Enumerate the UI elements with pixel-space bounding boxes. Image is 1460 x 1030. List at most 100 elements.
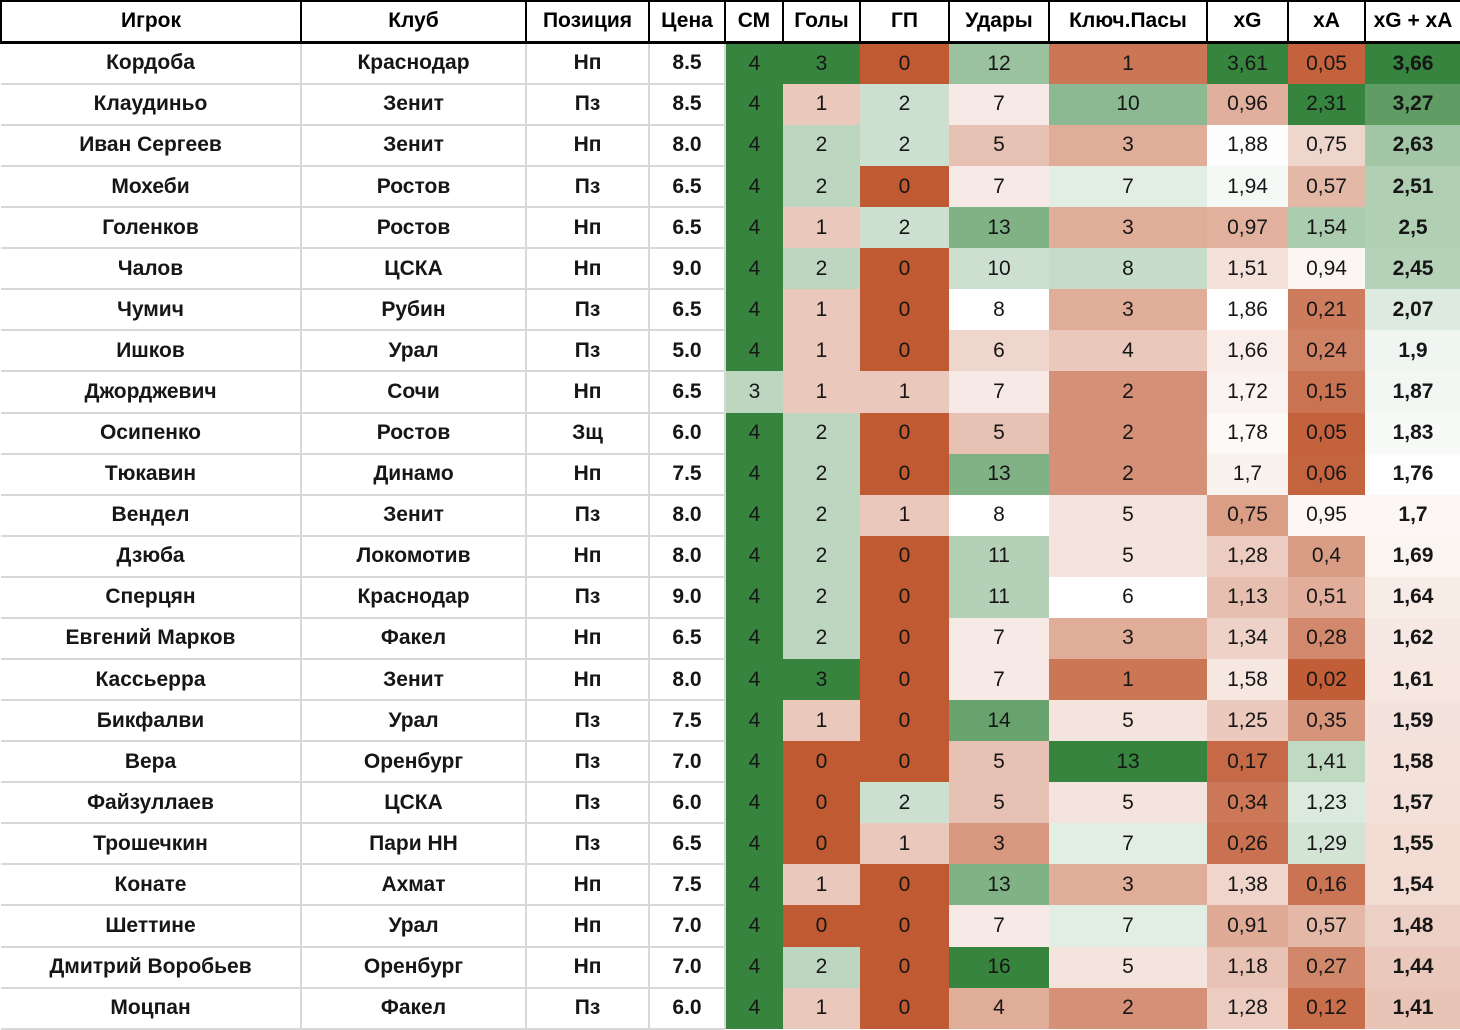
cell-goals[interactable]: 2 — [783, 453, 860, 495]
cell-club[interactable]: Факел — [301, 617, 527, 660]
cell-xg[interactable]: 1,34 — [1207, 617, 1288, 659]
cell-shots[interactable]: 5 — [949, 124, 1049, 167]
cell-goals[interactable]: 1 — [783, 700, 860, 742]
cell-price[interactable]: 7.5 — [649, 864, 726, 907]
cell-key_passes[interactable]: 5 — [1049, 946, 1207, 988]
cell-club[interactable]: Факел — [301, 987, 527, 1030]
cell-position[interactable]: Пз — [526, 494, 650, 537]
cell-position[interactable]: Пз — [526, 166, 650, 209]
cell-position[interactable]: Пз — [526, 330, 650, 373]
cell-key_passes[interactable]: 1 — [1049, 658, 1207, 701]
cell-club[interactable]: Ростов — [301, 412, 527, 455]
cell-price[interactable]: 6.5 — [649, 289, 726, 332]
cell-gp[interactable]: 0 — [860, 412, 949, 454]
cell-gp[interactable]: 2 — [860, 207, 949, 249]
cell-xg_xa[interactable]: 2,07 — [1365, 289, 1460, 331]
cell-player[interactable]: Бикфалви — [1, 700, 302, 743]
cell-sm[interactable]: 4 — [725, 453, 783, 495]
cell-xa[interactable]: 0,05 — [1288, 412, 1365, 454]
cell-price[interactable]: 8.5 — [649, 42, 726, 85]
cell-gp[interactable]: 0 — [860, 289, 949, 331]
cell-club[interactable]: Ахмат — [301, 864, 527, 907]
cell-xa[interactable]: 1,23 — [1288, 782, 1365, 824]
cell-position[interactable]: Пз — [526, 576, 650, 619]
cell-xa[interactable]: 0,95 — [1288, 494, 1365, 536]
cell-shots[interactable]: 5 — [949, 741, 1049, 783]
cell-position[interactable]: Нп — [526, 535, 650, 578]
cell-goals[interactable]: 2 — [783, 535, 860, 577]
cell-key_passes[interactable]: 3 — [1049, 289, 1207, 331]
cell-sm[interactable]: 3 — [725, 371, 783, 413]
cell-player[interactable]: Файзуллаев — [1, 782, 302, 825]
cell-shots[interactable]: 12 — [949, 42, 1049, 84]
cell-xa[interactable]: 0,94 — [1288, 248, 1365, 290]
cell-sm[interactable]: 4 — [725, 864, 783, 906]
cell-shots[interactable]: 7 — [949, 371, 1049, 413]
cell-position[interactable]: Пз — [526, 823, 650, 866]
cell-xg[interactable]: 3,61 — [1207, 42, 1288, 84]
cell-key_passes[interactable]: 2 — [1049, 412, 1207, 454]
cell-xg[interactable]: 0,97 — [1207, 207, 1288, 249]
cell-gp[interactable]: 0 — [860, 166, 949, 208]
cell-club[interactable]: Краснодар — [301, 576, 527, 619]
cell-position[interactable]: Нп — [526, 946, 650, 989]
cell-key_passes[interactable]: 2 — [1049, 453, 1207, 495]
cell-sm[interactable]: 4 — [725, 782, 783, 824]
cell-position[interactable]: Нп — [526, 371, 650, 414]
cell-sm[interactable]: 4 — [725, 83, 783, 125]
cell-key_passes[interactable]: 3 — [1049, 864, 1207, 906]
cell-club[interactable]: Урал — [301, 330, 527, 373]
cell-key_passes[interactable]: 5 — [1049, 535, 1207, 577]
cell-sm[interactable]: 4 — [725, 248, 783, 290]
cell-xg_xa[interactable]: 1,41 — [1365, 987, 1460, 1029]
cell-position[interactable]: Пз — [526, 987, 650, 1030]
cell-sm[interactable]: 4 — [725, 124, 783, 167]
cell-shots[interactable]: 7 — [949, 617, 1049, 659]
cell-shots[interactable]: 7 — [949, 83, 1049, 125]
cell-gp[interactable]: 2 — [860, 124, 949, 167]
cell-position[interactable]: Нп — [526, 42, 650, 85]
cell-player[interactable]: Джорджевич — [1, 371, 302, 414]
cell-position[interactable]: Нп — [526, 905, 650, 948]
cell-player[interactable]: Чумич — [1, 289, 302, 332]
cell-club[interactable]: Урал — [301, 905, 527, 948]
header-price[interactable]: Цена — [648, 0, 726, 44]
cell-xa[interactable]: 0,51 — [1288, 576, 1365, 618]
cell-key_passes[interactable]: 5 — [1049, 494, 1207, 536]
cell-xg_xa[interactable]: 1,64 — [1365, 576, 1460, 618]
cell-player[interactable]: Тюкавин — [1, 453, 302, 496]
cell-goals[interactable]: 2 — [783, 124, 860, 167]
cell-shots[interactable]: 11 — [949, 576, 1049, 618]
cell-goals[interactable]: 1 — [783, 289, 860, 331]
cell-xg_xa[interactable]: 1,83 — [1365, 412, 1460, 454]
cell-xg_xa[interactable]: 2,5 — [1365, 207, 1460, 249]
cell-shots[interactable]: 7 — [949, 905, 1049, 947]
cell-xa[interactable]: 0,27 — [1288, 946, 1365, 988]
cell-club[interactable]: Зенит — [301, 83, 527, 126]
cell-shots[interactable]: 8 — [949, 289, 1049, 331]
cell-xa[interactable]: 0,21 — [1288, 289, 1365, 331]
cell-gp[interactable]: 0 — [860, 741, 949, 783]
cell-sm[interactable]: 4 — [725, 576, 783, 618]
cell-xa[interactable]: 0,02 — [1288, 658, 1365, 701]
cell-gp[interactable]: 0 — [860, 248, 949, 290]
cell-player[interactable]: Дзюба — [1, 535, 302, 578]
cell-shots[interactable]: 5 — [949, 782, 1049, 824]
cell-xg_xa[interactable]: 1,69 — [1365, 535, 1460, 577]
cell-gp[interactable]: 2 — [860, 782, 949, 824]
cell-position[interactable]: Нп — [526, 124, 650, 168]
cell-xg_xa[interactable]: 1,59 — [1365, 700, 1460, 742]
cell-position[interactable]: Нп — [526, 864, 650, 907]
cell-player[interactable]: Сперцян — [1, 576, 302, 619]
cell-price[interactable]: 9.0 — [649, 576, 726, 619]
cell-price[interactable]: 7.5 — [649, 700, 726, 743]
cell-key_passes[interactable]: 6 — [1049, 576, 1207, 618]
cell-gp[interactable]: 1 — [860, 371, 949, 413]
cell-goals[interactable]: 3 — [783, 42, 860, 84]
cell-shots[interactable]: 8 — [949, 494, 1049, 536]
cell-gp[interactable]: 0 — [860, 658, 949, 701]
cell-sm[interactable]: 4 — [725, 42, 783, 84]
cell-goals[interactable]: 0 — [783, 823, 860, 865]
cell-club[interactable]: Сочи — [301, 371, 527, 414]
cell-gp[interactable]: 0 — [860, 576, 949, 618]
